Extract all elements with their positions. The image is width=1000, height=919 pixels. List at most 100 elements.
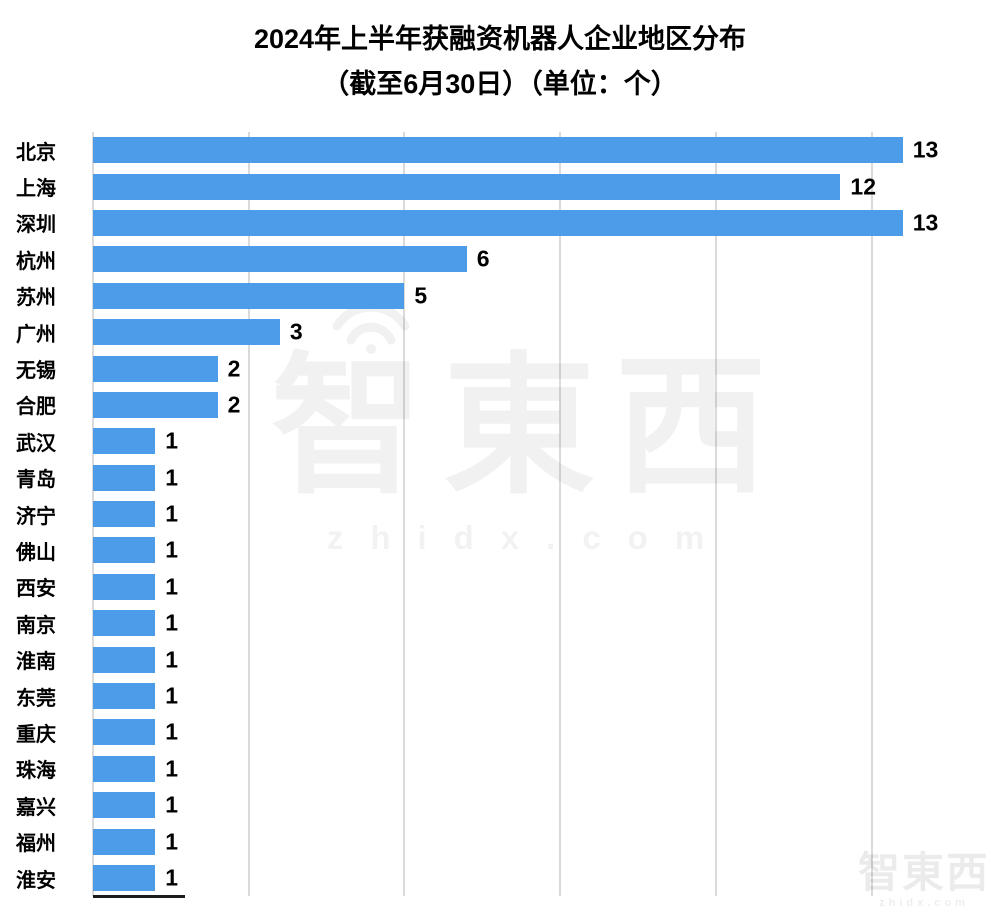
- bar: [93, 683, 156, 710]
- bar-row: 武汉 1: [0, 423, 1000, 459]
- bar-track: 13: [93, 209, 965, 236]
- category-label: 上海: [16, 178, 56, 201]
- category-label: 佛山: [16, 541, 56, 564]
- bar: [93, 646, 156, 673]
- bar-track: 1: [93, 791, 965, 819]
- value-label: 13: [912, 136, 939, 163]
- category-label: 杭州: [16, 250, 56, 273]
- bar-row: 北京 13: [0, 132, 1000, 168]
- bar-row: 佛山 1: [0, 532, 1000, 568]
- bar-track: 1: [93, 500, 965, 528]
- bar-track: 1: [93, 828, 965, 855]
- bar-row: 济宁 1: [0, 496, 1000, 532]
- category-label: 北京: [16, 141, 56, 164]
- value-label: 1: [165, 755, 179, 782]
- value-label: 1: [165, 464, 179, 491]
- category-label: 嘉兴: [16, 796, 56, 819]
- value-label: 1: [165, 718, 179, 745]
- bar-track: 13: [93, 136, 965, 164]
- bar-track: 1: [93, 536, 965, 564]
- gridline: [714, 132, 717, 897]
- x-axis-line: [93, 895, 185, 899]
- bar-track: 1: [93, 755, 965, 782]
- bar: [93, 391, 218, 418]
- category-label: 西安: [16, 578, 56, 601]
- value-label: 1: [165, 609, 179, 636]
- bar: [93, 610, 156, 637]
- value-label: 1: [165, 828, 179, 855]
- bar-row: 合肥 2: [0, 387, 1000, 423]
- bar: [93, 501, 156, 528]
- bar-track: 3: [93, 318, 965, 346]
- bar: [93, 428, 156, 455]
- bar-row: 无锡 2: [0, 350, 1000, 386]
- corner-watermark-subtext: zhidx.com: [879, 897, 969, 909]
- value-label: 1: [165, 682, 179, 709]
- bar: [93, 282, 405, 309]
- value-label: 1: [165, 427, 179, 454]
- bar: [93, 137, 903, 164]
- chart-title-block: 2024年上半年获融资机器人企业地区分布 （截至6月30日）（单位：个）: [0, 0, 1000, 98]
- value-label: 2: [227, 391, 241, 418]
- value-label: 1: [165, 791, 179, 818]
- bar-track: 12: [93, 173, 965, 200]
- category-label: 重庆: [16, 723, 56, 746]
- bar-row: 青岛 1: [0, 460, 1000, 496]
- chart-title-line1: 2024年上半年获融资机器人企业地区分布: [253, 24, 747, 54]
- bar-row: 杭州 6: [0, 241, 1000, 277]
- category-label: 东莞: [16, 687, 56, 710]
- value-label: 1: [165, 536, 179, 563]
- category-label: 深圳: [16, 214, 56, 237]
- bar-row: 深圳 13: [0, 205, 1000, 241]
- value-label: 6: [476, 245, 490, 272]
- bar: [93, 719, 156, 746]
- bar-row: 嘉兴 1: [0, 787, 1000, 823]
- bar: [93, 173, 841, 200]
- category-label: 淮安: [16, 869, 56, 892]
- gridline: [870, 132, 873, 897]
- value-label: 12: [850, 173, 877, 200]
- bar-row: 西安 1: [0, 569, 1000, 605]
- bar: [93, 319, 280, 346]
- bar-track: 1: [93, 464, 965, 491]
- category-label: 南京: [16, 614, 56, 637]
- bar-track: 1: [93, 646, 965, 673]
- bar: [93, 537, 156, 564]
- bar: [93, 755, 156, 782]
- bar-row: 苏州 5: [0, 278, 1000, 314]
- category-label: 福州: [16, 833, 56, 856]
- bar-track: 2: [93, 355, 965, 382]
- bar-track: 1: [93, 865, 965, 891]
- category-label: 济宁: [16, 505, 56, 528]
- bar-row: 重庆 1: [0, 714, 1000, 750]
- bar-row: 珠海 1: [0, 751, 1000, 787]
- value-label: 2: [227, 355, 241, 382]
- bar-row: 福州 1: [0, 823, 1000, 859]
- gridline: [247, 132, 250, 897]
- bar-row: 淮南 1: [0, 641, 1000, 677]
- value-label: 3: [289, 318, 303, 345]
- bar-track: 1: [93, 682, 965, 710]
- bar: [93, 355, 218, 382]
- category-label: 武汉: [16, 432, 56, 455]
- chart-title-line2: （截至6月30日）（单位：个）: [322, 69, 678, 99]
- bar: [93, 573, 156, 600]
- bar-track: 2: [93, 391, 965, 418]
- category-label: 无锡: [16, 360, 56, 383]
- bar-rows: 北京 13 上海 12 深圳 13 杭州 6 苏州 5 广州 3 无锡 2 合肥 2 武汉 1 青岛 1 济宁 1 佛山 1 西…: [0, 132, 1000, 896]
- value-label: 5: [414, 282, 428, 309]
- bar-row: 淮安 1: [0, 860, 1000, 896]
- bar-row: 南京 1: [0, 605, 1000, 641]
- category-label: 苏州: [16, 287, 56, 310]
- bar-chart: 智東西 zhidx.com 北京 13 上海 12 深圳 13 杭州 6 苏州 5 广州 3 无锡 2 合肥…: [0, 132, 1000, 899]
- value-label: 1: [165, 500, 179, 527]
- bar: [93, 865, 156, 891]
- category-label: 合肥: [16, 396, 56, 419]
- bar-track: 1: [93, 427, 965, 455]
- bar-row: 广州 3: [0, 314, 1000, 350]
- bar: [93, 828, 156, 855]
- gridline: [403, 132, 406, 897]
- bar-track: 5: [93, 282, 965, 309]
- bar: [93, 209, 903, 236]
- bar: [93, 792, 156, 819]
